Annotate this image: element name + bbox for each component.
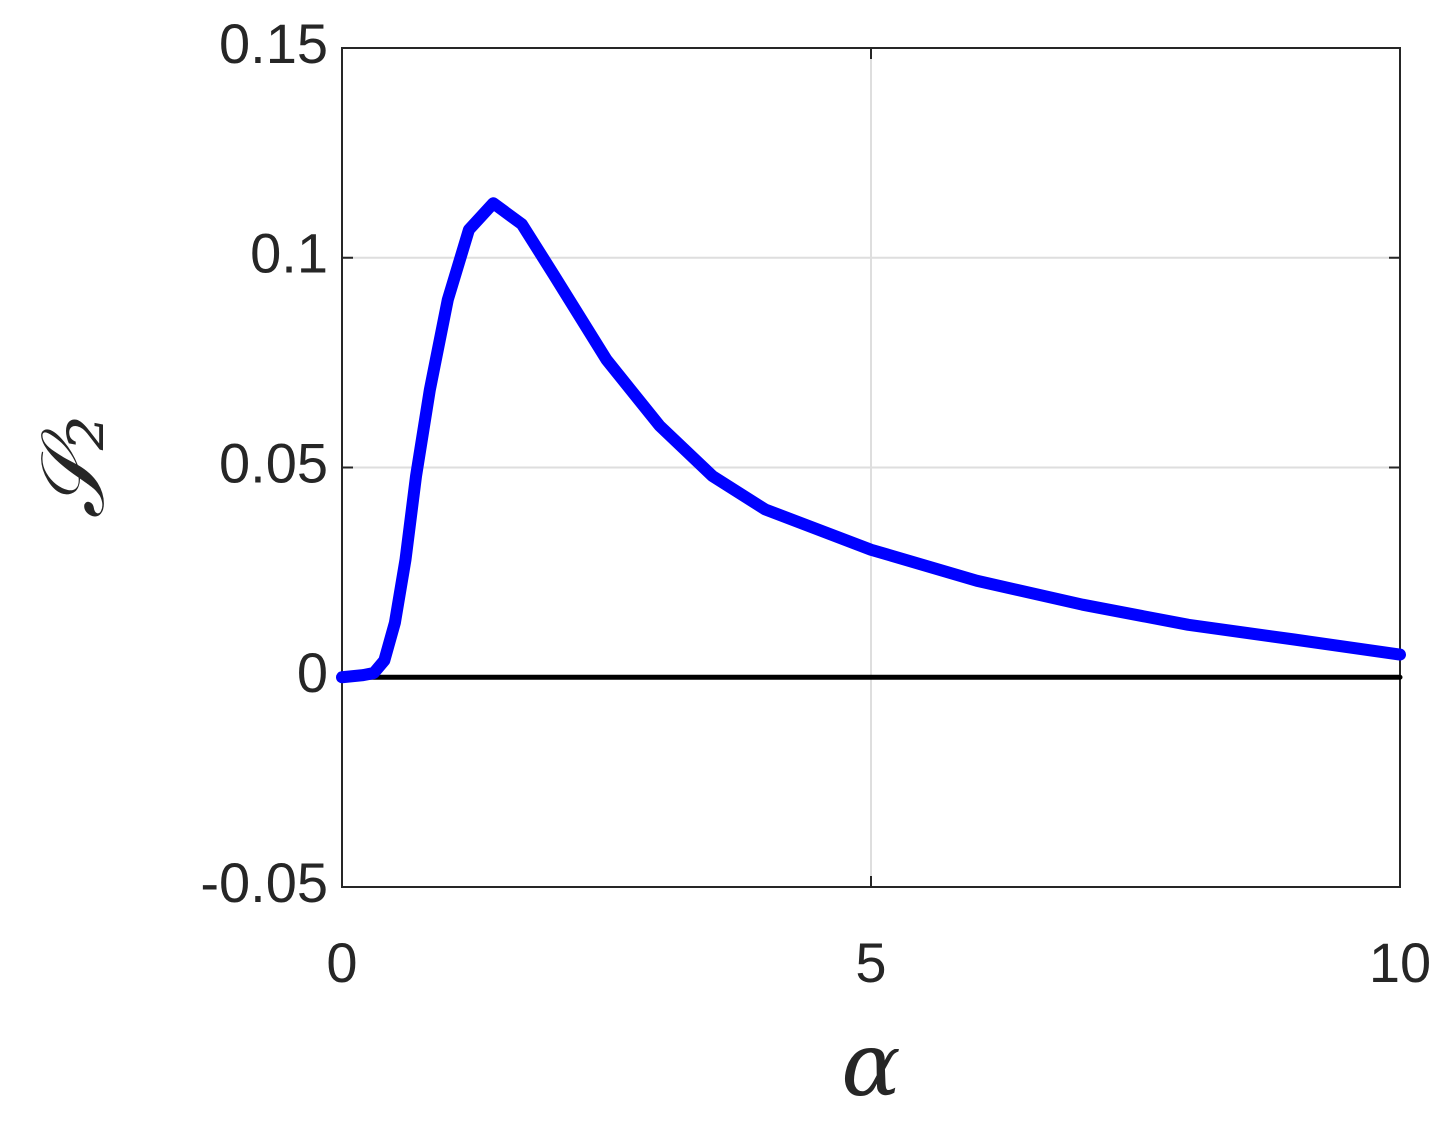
y-tick-label: 0	[297, 641, 328, 704]
x-axis-label: α	[841, 1013, 900, 1116]
data-line	[336, 197, 1406, 684]
x-tick-label: 10	[1369, 931, 1431, 994]
plot-frame	[341, 47, 1401, 888]
y-tick-label: 0.15	[219, 12, 328, 75]
y-tick-label: -0.05	[200, 851, 328, 914]
x-tick-label: 5	[855, 931, 886, 994]
y-axis-label: 𝒮₂	[21, 415, 124, 518]
y-tick-label: 0.05	[219, 431, 328, 494]
y-tick-label: 0.1	[250, 222, 328, 285]
x-tick-label: 0	[326, 931, 357, 994]
